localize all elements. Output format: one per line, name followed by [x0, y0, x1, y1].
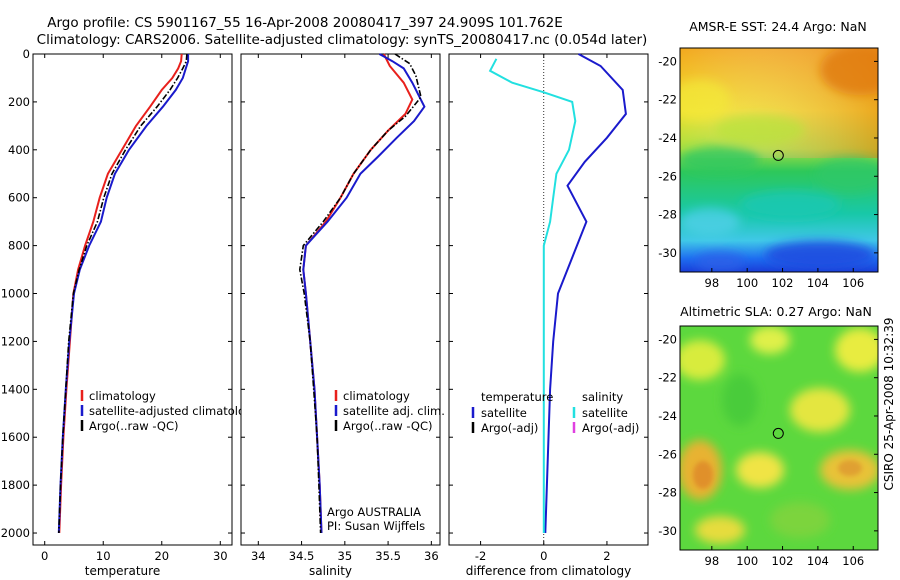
- y-tick-label: 1600: [1, 430, 30, 444]
- title-line-1: Argo profile: CS 5901167_55 16-Apr-2008 …: [47, 15, 563, 31]
- difference-x-axis-label: difference from climatology: [466, 564, 632, 578]
- series-line-argo-raw-qc-: [58, 53, 188, 534]
- x-tick-label: 35.5: [375, 549, 401, 563]
- map-y-tick-label: -30: [658, 246, 677, 260]
- x-tick-label: 34: [251, 549, 266, 563]
- sla-argo-location-marker: [772, 427, 784, 439]
- salinity-panel: 34 34.5 35 35.5 36 salinity climatologysatelli…: [240, 53, 445, 578]
- sla-map-frame: [679, 325, 879, 551]
- map-x-tick-label: 100: [736, 554, 758, 568]
- series-line-argo-raw-qc-: [298, 53, 422, 534]
- salinity-x-axis-label: salinity: [309, 564, 352, 578]
- y-tick-label: 0: [23, 47, 30, 61]
- map-x-tick-label: 102: [772, 276, 794, 290]
- x-tick-label: 35: [338, 549, 353, 563]
- legend-entry: Argo(..raw -QC): [89, 419, 179, 433]
- sla-map-image: [680, 326, 878, 550]
- x-tick-label: 36: [424, 549, 439, 563]
- map-y-tick-label: -26: [658, 447, 677, 461]
- panel-annotation: PI: Susan Wijffels: [327, 519, 425, 533]
- legend-entry: Argo(-adj): [481, 421, 538, 435]
- legend-entry: satellite: [481, 406, 527, 420]
- map-y-tick-label: -26: [658, 169, 677, 183]
- x-tick-label: 30: [213, 549, 228, 563]
- difference-plot-frame: [448, 53, 649, 546]
- map-x-tick-label: 100: [736, 276, 758, 290]
- sst-map-panel: AMSR-E SST: 24.4 Argo: NaN 98 100 102 104 10…: [658, 19, 879, 290]
- map-x-tick-label: 104: [807, 554, 829, 568]
- x-tick-label: 0: [41, 549, 48, 563]
- sst-map-title: AMSR-E SST: 24.4 Argo: NaN: [689, 19, 867, 34]
- legend-entry: climatology: [89, 389, 156, 403]
- sla-map-panel: Altimetric SLA: 0.27 Argo: NaN 98 100 102 1…: [658, 304, 879, 568]
- map-y-tick-label: -20: [658, 54, 677, 68]
- y-tick-label: 1800: [1, 478, 30, 492]
- title-line-2: Climatology: CARS2006. Satellite-adjuste…: [37, 32, 648, 48]
- sla-map-axes: 98 100 102 104 106 -20 -22 -24 -26 -28 -30: [658, 325, 879, 568]
- temperature-x-axis-label: temperature: [85, 564, 160, 578]
- sla-map-title: Altimetric SLA: 0.27 Argo: NaN: [680, 304, 872, 319]
- map-x-tick-label: 102: [772, 554, 794, 568]
- legend-entry: satellite adj. clim.: [343, 404, 445, 418]
- legend-entry: satellite: [582, 406, 628, 420]
- map-y-tick-label: -20: [658, 332, 677, 346]
- x-tick-label: -2: [475, 549, 486, 563]
- map-x-tick-label: 106: [842, 554, 864, 568]
- map-x-tick-label: 98: [705, 554, 720, 568]
- x-tick-label: 2: [603, 549, 610, 563]
- legend-entry: Argo(..raw -QC): [343, 419, 433, 433]
- map-y-tick-label: -24: [658, 409, 677, 423]
- y-tick-label: 400: [8, 143, 30, 157]
- y-tick-label: 1200: [1, 334, 30, 348]
- y-tick-label: 800: [8, 239, 30, 253]
- map-y-tick-label: -22: [658, 371, 677, 385]
- series-line-temperature-satellite: [544, 53, 627, 534]
- map-y-tick-label: -24: [658, 131, 677, 145]
- y-tick-label: 600: [8, 191, 30, 205]
- sst-map-frame: [679, 47, 879, 273]
- timestamp-label: CSIRO 25-Apr-2008 10:32:39: [882, 317, 896, 490]
- sst-argo-location-marker: [772, 149, 784, 161]
- x-tick-label: 0: [540, 549, 547, 563]
- legend-title-salinity: salinity: [582, 390, 623, 404]
- map-x-tick-label: 106: [842, 276, 864, 290]
- salinity-plot-frame: [240, 53, 441, 546]
- map-y-tick-label: -28: [658, 486, 677, 500]
- map-y-tick-label: -30: [658, 524, 677, 538]
- temperature-panel: 0 200 400 600 800 1000 1200 1400 1600 1800 2000 0 10…: [1, 47, 260, 578]
- panel-annotation: Argo AUSTRALIA: [327, 505, 421, 519]
- legend-title-temperature: temperature: [481, 390, 553, 404]
- map-x-tick-label: 104: [807, 276, 829, 290]
- y-tick-label: 1000: [1, 287, 30, 301]
- x-tick-label: 10: [96, 549, 111, 563]
- map-y-tick-label: -28: [658, 208, 677, 222]
- map-x-tick-label: 98: [705, 276, 720, 290]
- map-y-tick-label: -22: [658, 93, 677, 107]
- sst-map-axes: 98 100 102 104 106 -20 -22 -24 -26 -28 -30: [658, 47, 879, 290]
- legend-entry: satellite-adjusted climatology: [89, 404, 259, 418]
- x-tick-label: 34.5: [289, 549, 315, 563]
- legend-entry: climatology: [343, 389, 410, 403]
- x-tick-label: 20: [154, 549, 169, 563]
- sst-map-image: [680, 48, 878, 272]
- y-tick-label: 200: [8, 95, 30, 109]
- y-tick-label: 1400: [1, 382, 30, 396]
- y-tick-label: 2000: [1, 526, 30, 540]
- series-line-salinity-satellite: [488, 58, 577, 533]
- temperature-plot-frame: [32, 53, 233, 546]
- legend-entry: Argo(-adj): [582, 421, 639, 435]
